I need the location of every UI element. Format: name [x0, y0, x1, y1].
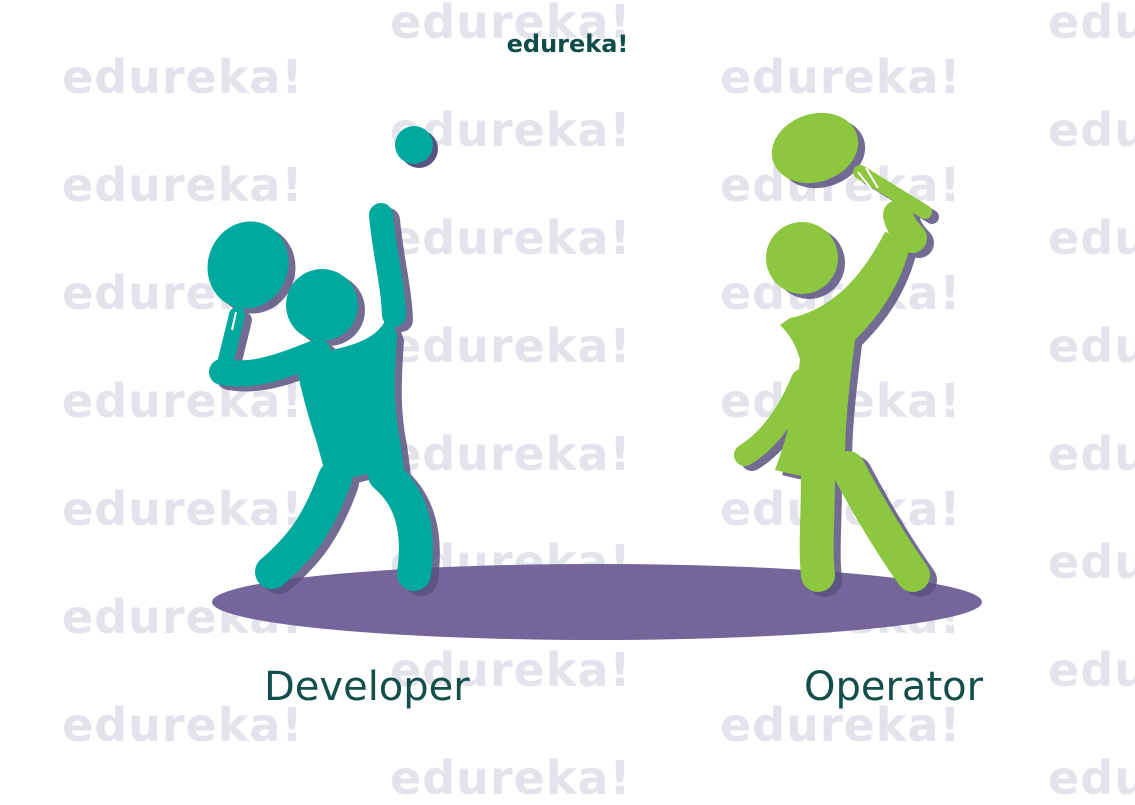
operator-arm-back	[734, 369, 813, 466]
watermark-text: edureka!	[62, 50, 304, 104]
watermark-text: edureka!	[62, 158, 304, 212]
developer-racket-string	[231, 311, 237, 331]
operator-racket-handle	[853, 165, 932, 219]
developer-head	[286, 269, 358, 341]
watermark-text: edureka!	[62, 698, 304, 752]
operator-figure	[734, 112, 939, 597]
developer-racket-head	[207, 221, 289, 309]
watermark-text: edureka!	[390, 643, 632, 697]
ball	[395, 126, 433, 164]
developer-arm-raised	[369, 203, 406, 327]
watermark-text: edureka!	[1048, 0, 1135, 49]
developer-figure	[207, 203, 440, 596]
watermark-text: edureka!	[1048, 103, 1135, 157]
operator-torso	[775, 232, 912, 480]
developer-leg-left	[255, 461, 352, 589]
watermark-text: edureka!	[720, 50, 962, 104]
watermark-text: edureka!	[1048, 427, 1135, 481]
operator-head	[766, 222, 838, 294]
watermark-text: edureka!	[1048, 211, 1135, 265]
court-ground	[212, 564, 982, 640]
developer-leg-right	[368, 458, 433, 591]
watermark-text: edureka!	[390, 211, 632, 265]
watermark-text: edureka!	[390, 751, 632, 805]
operator-label: Operator	[804, 664, 984, 710]
edureka-logo: edureka!	[506, 30, 629, 58]
watermark-text: edureka!	[390, 427, 632, 481]
watermark-text: edureka!	[390, 0, 632, 49]
operator-racket-head	[771, 112, 859, 184]
watermark-text: edureka!	[720, 698, 962, 752]
watermark-text: edureka!	[1048, 535, 1135, 589]
developer-label: Developer	[264, 664, 470, 710]
watermark-text: edureka!	[1048, 751, 1135, 805]
watermark-text: edureka!	[1048, 643, 1135, 697]
watermark-text: edureka!	[62, 482, 304, 536]
watermark-text: edureka!	[1048, 319, 1135, 373]
operator-arm-raised	[883, 200, 927, 253]
operator-racket-string	[857, 167, 879, 191]
watermark-text: edureka!	[390, 319, 632, 373]
operator-leg-right	[831, 451, 930, 592]
developer-arm-racket	[209, 339, 331, 387]
operator-leg-left	[799, 458, 835, 592]
developer-racket-handle	[216, 307, 245, 376]
